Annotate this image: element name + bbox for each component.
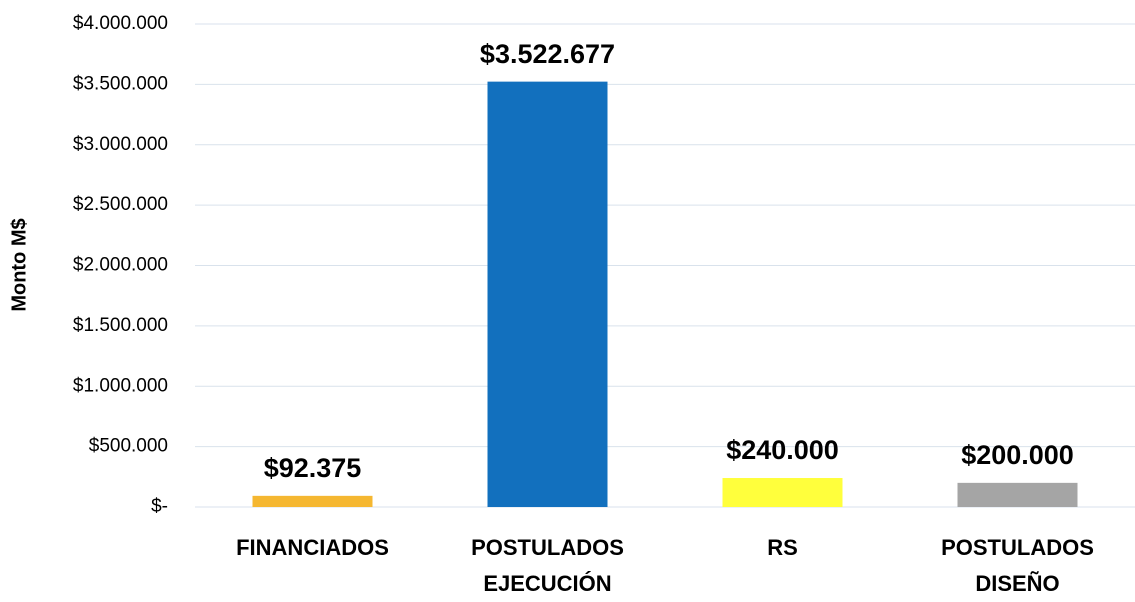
y-tick-label: $3.000.000: [73, 134, 168, 155]
value-label: $200.000: [961, 440, 1074, 470]
bar: [487, 81, 608, 507]
y-tick-label: $1.500.000: [73, 315, 168, 336]
y-tick-label: $1.000.000: [73, 375, 168, 396]
y-tick-label: $2.000.000: [73, 255, 168, 276]
y-axis-title: Monto M$: [8, 218, 30, 311]
x-tick-label: POSTULADOS DISEÑO: [941, 535, 1094, 596]
bar: [722, 478, 843, 507]
value-label: $3.522.677: [480, 39, 615, 69]
y-tick-label: $2.500.000: [73, 194, 168, 215]
y-tick-label: $4.000.000: [73, 13, 168, 34]
x-tick-label: FINANCIADOS: [236, 535, 389, 560]
y-tick-label: $-: [151, 496, 168, 517]
y-tick-label: $3.500.000: [73, 73, 168, 94]
x-tick-label: POSTULADOS EJECUCIÓN: [471, 535, 624, 596]
value-label: $240.000: [726, 435, 839, 465]
bar: [957, 482, 1078, 507]
value-label: $92.375: [264, 453, 362, 483]
bar: [252, 495, 373, 507]
x-tick-label: RS: [767, 535, 798, 560]
y-tick-label: $500.000: [89, 436, 168, 457]
